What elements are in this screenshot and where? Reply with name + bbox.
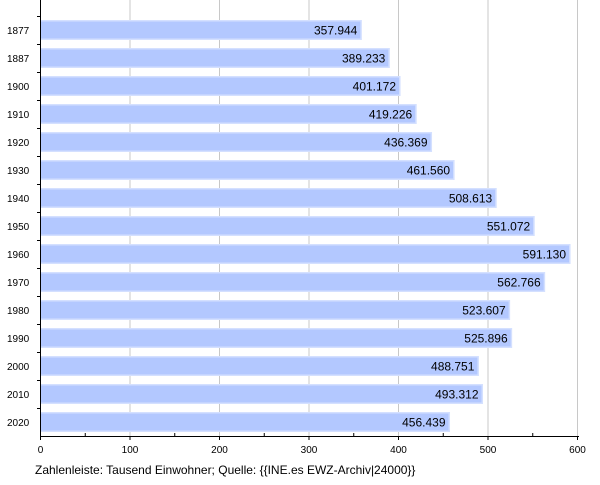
bars xyxy=(40,20,571,432)
bar-1980 xyxy=(40,301,509,319)
bar-group-1930 xyxy=(40,160,455,180)
bar-2020 xyxy=(40,413,449,431)
value-label-1887: 389.233 xyxy=(342,52,386,66)
x-tick-label-100: 100 xyxy=(122,445,139,456)
value-label-1940: 508.613 xyxy=(449,192,493,206)
bar-1920 xyxy=(40,133,431,151)
bar-group-1940 xyxy=(40,188,497,208)
bar-group-1980 xyxy=(40,300,511,320)
category-label-1960: 1960 xyxy=(7,250,30,261)
bar-1877 xyxy=(40,21,361,39)
value-label-2010: 493.312 xyxy=(435,388,479,402)
bar-1940 xyxy=(40,189,496,207)
x-tick-label-500: 500 xyxy=(480,445,497,456)
value-label-2020: 456.439 xyxy=(402,416,446,430)
category-label-1877: 1877 xyxy=(7,26,30,37)
value-label-2000: 488.751 xyxy=(431,360,475,374)
value-label-1990: 525.896 xyxy=(464,332,508,346)
category-label-2000: 2000 xyxy=(7,362,30,373)
bar-group-1877 xyxy=(40,20,362,40)
value-label-1980: 523.607 xyxy=(462,304,506,318)
x-tick-label-0: 0 xyxy=(38,445,44,456)
bar-1990 xyxy=(40,329,511,347)
bar-1960 xyxy=(40,245,570,263)
bar-1887 xyxy=(40,49,389,67)
category-label-1990: 1990 xyxy=(7,334,30,345)
value-label-1960: 591.130 xyxy=(523,248,567,262)
category-label-1910: 1910 xyxy=(7,110,30,121)
bar-group-2020 xyxy=(40,412,451,432)
bar-1910 xyxy=(40,105,416,123)
category-label-1970: 1970 xyxy=(7,278,30,289)
bar-group-1920 xyxy=(40,132,433,152)
x-tick-label-200: 200 xyxy=(211,445,228,456)
bar-group-1960 xyxy=(40,244,571,264)
value-label-1930: 461.560 xyxy=(407,164,451,178)
labels: 357.944 1877 389.233 1887 401.172 1900 419.226… xyxy=(7,24,586,457)
bar-1900 xyxy=(40,77,400,95)
bar-1930 xyxy=(40,161,454,179)
bar-2000 xyxy=(40,357,478,375)
value-label-1900: 401.172 xyxy=(353,80,397,94)
x-tick-label-400: 400 xyxy=(390,445,407,456)
category-label-1930: 1930 xyxy=(7,166,30,177)
value-label-1920: 436.369 xyxy=(384,136,428,150)
bar-group-1970 xyxy=(40,272,546,292)
category-label-1900: 1900 xyxy=(7,82,30,93)
bar-group-1887 xyxy=(40,48,390,68)
category-label-2020: 2020 xyxy=(7,418,30,429)
value-label-1950: 551.072 xyxy=(487,220,531,234)
bar-1950 xyxy=(40,217,534,235)
chart-caption: Zahlenleiste: Tausend Einwohner; Quelle:… xyxy=(35,463,416,477)
category-label-2010: 2010 xyxy=(7,390,30,401)
bar-group-1950 xyxy=(40,216,535,236)
x-tick-label-300: 300 xyxy=(301,445,318,456)
category-label-1940: 1940 xyxy=(7,194,30,205)
bar-group-1990 xyxy=(40,328,513,348)
category-label-1980: 1980 xyxy=(7,306,30,317)
bar-1970 xyxy=(40,273,544,291)
category-label-1920: 1920 xyxy=(7,138,30,149)
bar-group-2000 xyxy=(40,356,479,376)
category-label-1950: 1950 xyxy=(7,222,30,233)
category-label-1887: 1887 xyxy=(7,54,30,65)
value-label-1877: 357.944 xyxy=(314,24,358,38)
x-tick-label-600: 600 xyxy=(569,445,586,456)
bar-2010 xyxy=(40,385,482,403)
value-label-1970: 562.766 xyxy=(497,276,541,290)
bar-group-2010 xyxy=(40,384,484,404)
bar-group-1910 xyxy=(40,104,417,124)
value-label-1910: 419.226 xyxy=(369,108,413,122)
bar-group-1900 xyxy=(40,76,401,96)
axes xyxy=(37,0,579,440)
